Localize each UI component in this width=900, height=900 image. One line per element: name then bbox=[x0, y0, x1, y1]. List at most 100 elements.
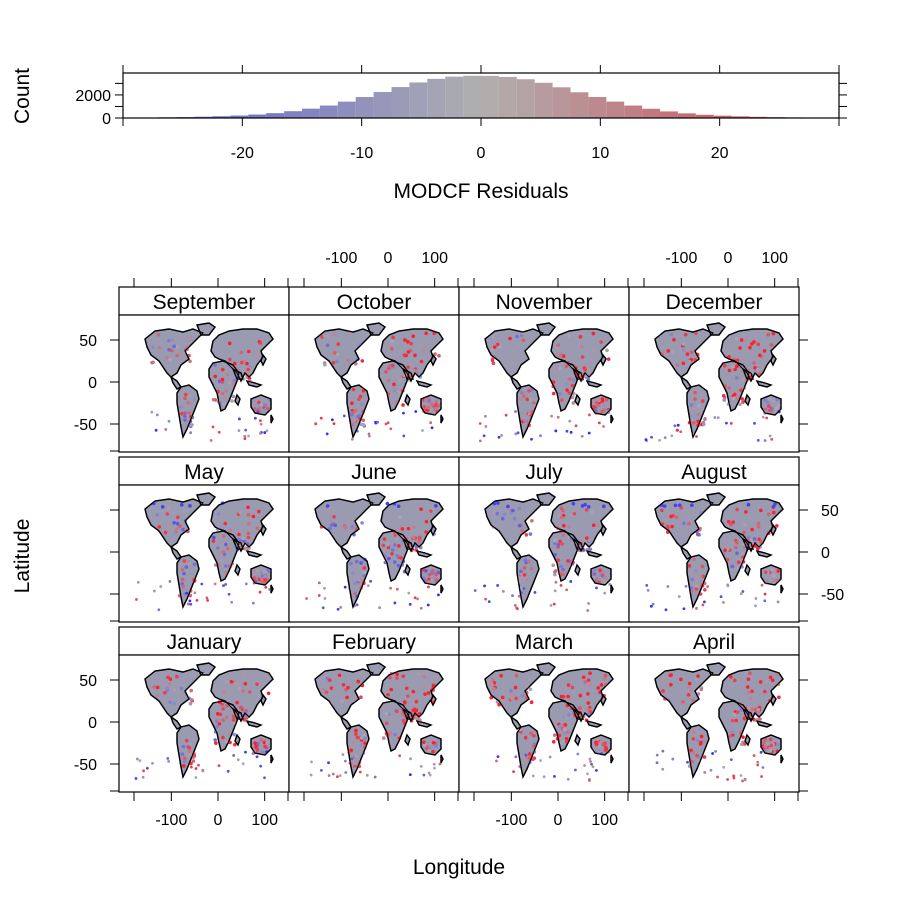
residual-point bbox=[381, 705, 386, 709]
residual-point bbox=[175, 674, 179, 679]
residual-point bbox=[343, 585, 347, 589]
residual-point bbox=[603, 673, 608, 678]
residual-point bbox=[570, 383, 575, 388]
residual-point bbox=[517, 506, 522, 511]
residual-point bbox=[743, 522, 747, 527]
world-map bbox=[473, 492, 614, 612]
residual-point bbox=[502, 512, 507, 517]
residual-point bbox=[598, 568, 602, 573]
residual-point bbox=[756, 438, 760, 442]
residual-point bbox=[735, 397, 739, 401]
residual-point bbox=[224, 739, 228, 744]
panel-map bbox=[118, 654, 290, 793]
residual-point bbox=[673, 424, 677, 428]
residual-point bbox=[691, 737, 696, 741]
histogram-y-tick-label: 2000 bbox=[75, 88, 111, 105]
residual-point bbox=[566, 730, 570, 735]
residual-point bbox=[661, 689, 665, 693]
residual-point bbox=[716, 775, 719, 779]
residual-point bbox=[180, 567, 185, 572]
residual-point bbox=[739, 592, 743, 596]
map-panel: February bbox=[288, 626, 460, 793]
residual-point bbox=[419, 359, 424, 364]
residual-point bbox=[726, 519, 731, 524]
residual-point bbox=[187, 411, 191, 415]
residual-point bbox=[152, 685, 156, 689]
residual-point bbox=[229, 521, 234, 525]
residual-point bbox=[432, 762, 436, 766]
residual-point bbox=[189, 688, 193, 693]
map-panel: April bbox=[628, 626, 800, 793]
residual-point bbox=[384, 712, 389, 716]
residual-point bbox=[317, 594, 321, 597]
residual-point bbox=[224, 564, 228, 568]
residual-point bbox=[186, 745, 190, 749]
residual-point bbox=[520, 529, 525, 533]
residual-point bbox=[741, 590, 745, 593]
residual-point bbox=[215, 712, 220, 716]
residual-point bbox=[413, 353, 417, 358]
residual-point bbox=[730, 564, 735, 569]
panel-strip-label: September bbox=[153, 291, 256, 314]
residual-point bbox=[321, 688, 326, 692]
residual-point bbox=[760, 775, 763, 778]
residual-point bbox=[328, 526, 332, 531]
residual-point bbox=[176, 515, 180, 520]
residual-point bbox=[768, 737, 773, 742]
residual-point bbox=[319, 416, 323, 420]
residual-point bbox=[258, 341, 263, 345]
panel-strip bbox=[628, 626, 800, 656]
residual-point bbox=[542, 775, 546, 779]
map-panel: June bbox=[288, 456, 460, 623]
residual-point bbox=[427, 585, 430, 589]
residual-point bbox=[743, 778, 747, 782]
residual-point bbox=[193, 591, 197, 595]
residual-point bbox=[224, 542, 228, 547]
residual-point bbox=[415, 716, 419, 721]
residual-point bbox=[391, 335, 395, 340]
longitude-tick-label: 100 bbox=[421, 250, 448, 267]
residual-point bbox=[246, 367, 250, 372]
residual-point bbox=[353, 767, 357, 770]
residual-point bbox=[676, 423, 680, 427]
residual-point bbox=[521, 338, 526, 343]
residual-point bbox=[759, 540, 763, 544]
residual-point bbox=[745, 685, 750, 689]
residual-point bbox=[603, 576, 607, 580]
residual-point bbox=[437, 353, 441, 358]
residual-point bbox=[734, 545, 738, 550]
residual-point bbox=[429, 421, 433, 425]
residual-point bbox=[340, 699, 344, 704]
residual-point bbox=[729, 758, 733, 762]
residual-point bbox=[355, 582, 360, 587]
histogram-panel: -20 -10 0 10 20 0 2000 MODCF Residuals Count bbox=[11, 65, 847, 203]
residual-point bbox=[243, 434, 247, 438]
residual-point bbox=[181, 527, 185, 532]
residual-point bbox=[401, 718, 406, 723]
residual-point bbox=[732, 678, 737, 683]
residual-point bbox=[692, 420, 696, 425]
residual-point bbox=[581, 693, 586, 697]
residual-point bbox=[171, 511, 175, 515]
residual-point bbox=[524, 533, 529, 537]
residual-point bbox=[387, 556, 391, 561]
residual-point bbox=[735, 364, 739, 369]
residual-point bbox=[561, 354, 566, 358]
residual-point bbox=[422, 405, 427, 409]
residual-point bbox=[338, 774, 342, 778]
residual-point bbox=[323, 362, 327, 367]
residual-point bbox=[434, 572, 438, 577]
residual-point bbox=[395, 709, 399, 714]
residual-point bbox=[341, 683, 346, 687]
residual-point bbox=[483, 584, 486, 588]
residual-point bbox=[551, 380, 556, 384]
residual-point bbox=[530, 437, 533, 441]
residual-point bbox=[213, 582, 217, 586]
residual-point bbox=[181, 764, 186, 768]
residual-point bbox=[603, 591, 607, 595]
residual-point bbox=[576, 752, 580, 756]
residual-point bbox=[232, 721, 236, 725]
residual-point bbox=[519, 397, 523, 401]
residual-point bbox=[416, 672, 421, 676]
residual-point bbox=[644, 438, 648, 442]
